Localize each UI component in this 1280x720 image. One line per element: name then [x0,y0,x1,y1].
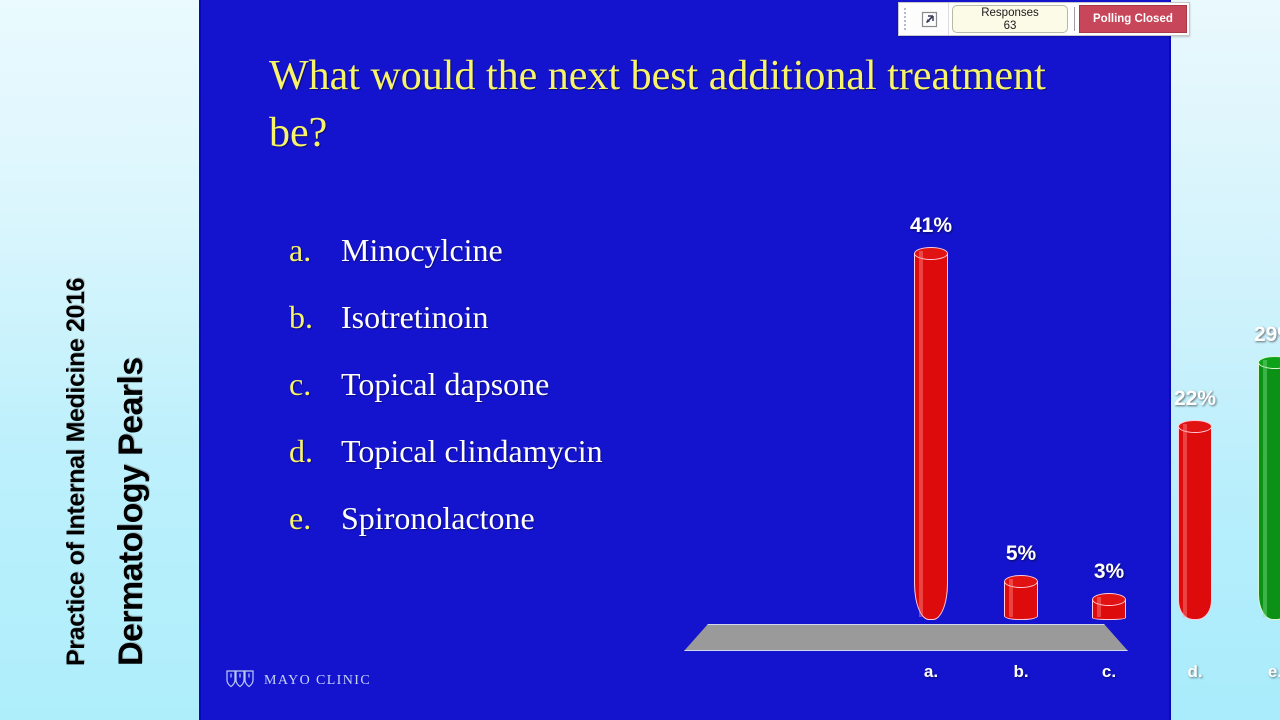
rail-series-title: Practice of Internal Medicine 2016 [62,278,90,666]
toolbar-divider [1074,7,1075,31]
slide-left-border [199,0,201,720]
answer-text-e: Spironolactone [341,500,535,536]
x-label-d: d. [1187,662,1203,681]
bar-value-label: 3% [1093,559,1125,583]
bar-b: 5% [1004,542,1038,620]
x-label-e: e. [1267,662,1280,681]
mayo-clinic-wordmark: MAYO CLINIC [264,673,372,688]
bar-value-label: 41% [909,213,953,237]
answer-option-b: b. Isotretinoin [289,299,719,366]
bar-top-ellipse [1258,356,1280,370]
x-label-c: c. [1101,662,1117,681]
responses-count: 63 [1003,19,1017,32]
answer-option-a: a. Minocylcine [289,232,719,299]
answer-choices-list: a. Minocylcine b. Isotretinoin c. Topica… [289,232,719,567]
answer-option-d: d. Topical clindamycin [289,433,719,500]
bar-e: 29% [1254,323,1280,620]
bar-c: 3% [1092,560,1126,620]
answer-letter-b: b. [289,299,313,335]
bar-value-label: 5% [1005,541,1037,565]
bar-value-label: 29% [1253,323,1280,347]
answer-text-a: Minocylcine [341,232,503,268]
bar-top-ellipse [1092,592,1126,606]
session-rail: Practice of Internal Medicine 2016 Derma… [0,0,200,720]
bar-top-ellipse [1178,419,1212,433]
responses-counter[interactable]: Responses 63 [952,5,1068,33]
bar-d: 22% [1174,387,1216,620]
answer-letter-a: a. [289,232,312,268]
bar-top-ellipse [1004,574,1038,588]
expand-arrow-icon[interactable] [910,3,949,35]
rail-talk-title: Dermatology Pearls [112,357,150,666]
bar-value-label: 22% [1173,386,1217,410]
chart-platform [684,624,1128,651]
bar-body [1004,580,1038,620]
polling-toolbar[interactable]: Responses 63 Polling Closed [898,2,1190,36]
answer-text-c: Topical dapsone [341,366,550,402]
slide-right-border [1169,0,1171,720]
mayo-clinic-logo: MAYO CLINIC [225,668,371,694]
poll-results-chart: 41% 5% 3% 22% 29% a. b. c. d. e. [681,200,1280,690]
presentation-slide: What would the next best additional trea… [201,0,1280,720]
responses-label: Responses [981,7,1039,20]
answer-option-c: c. Topical dapsone [289,366,719,433]
answer-text-d: Topical clindamycin [341,433,603,469]
question-text: What would the next best additional trea… [269,53,1046,157]
drag-handle-icon[interactable] [899,3,910,35]
x-label-b: b. [1013,662,1029,681]
mayo-shields-icon [226,670,254,688]
answer-text-b: Isotretinoin [341,299,489,335]
bar-body [1258,362,1280,620]
polling-status-badge[interactable]: Polling Closed [1079,5,1187,33]
x-label-a: a. [923,662,939,681]
answer-letter-d: d. [289,433,313,469]
bar-a: 41% [910,214,952,620]
answer-option-e: e. Spironolactone [289,500,719,567]
answer-letter-e: e. [289,500,312,536]
bar-body [1178,425,1212,620]
bar-body [914,252,948,620]
bar-top-ellipse [914,246,948,260]
answer-letter-c: c. [289,366,312,402]
